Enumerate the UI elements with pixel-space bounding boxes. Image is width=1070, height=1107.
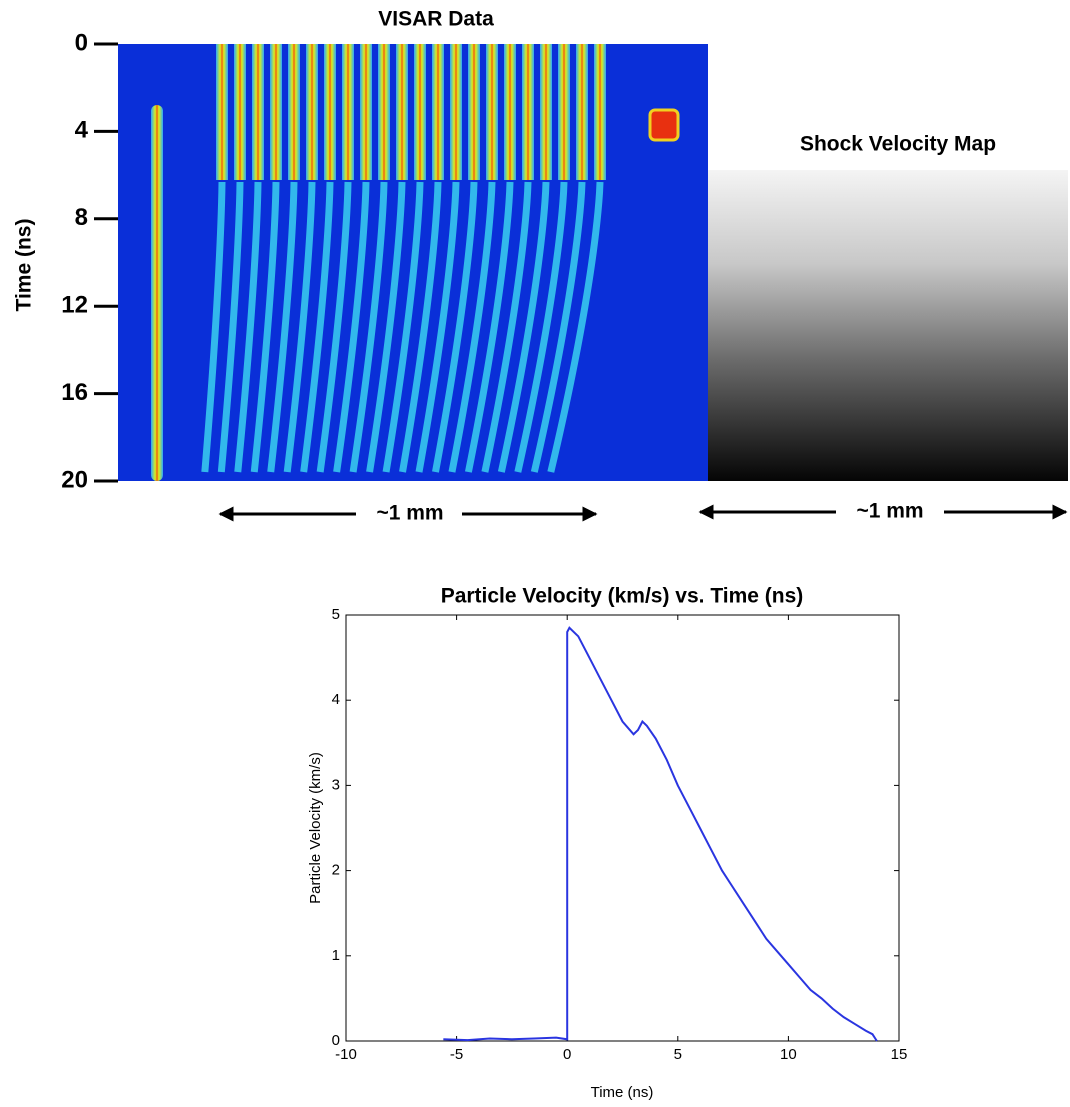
fringe <box>300 181 334 473</box>
fringe <box>558 44 570 180</box>
fringe <box>378 44 390 180</box>
fringe <box>234 44 246 180</box>
x-tick-label: 15 <box>891 1046 908 1063</box>
fringe <box>201 181 226 473</box>
y-axis-label: Particle Velocity (km/s) <box>307 752 324 904</box>
fringe <box>267 181 298 473</box>
fringe <box>333 181 370 473</box>
fringe <box>234 181 262 473</box>
fringe <box>468 44 480 180</box>
x-tick-label: 10 <box>780 1046 797 1063</box>
spot <box>648 108 680 142</box>
x-tick-label: -10 <box>335 1046 357 1063</box>
visar-title: VISAR Data <box>378 8 494 31</box>
fringe <box>288 44 300 180</box>
fringe <box>450 44 462 180</box>
fringe <box>594 44 606 180</box>
y-tick-label: 3 <box>332 776 340 793</box>
y-tick-label: 12 <box>61 292 88 319</box>
scale-label: ~1 mm <box>376 502 443 525</box>
fringe <box>576 44 588 180</box>
fringe <box>399 181 442 473</box>
fringe <box>216 44 228 180</box>
y-tick-label: 4 <box>75 117 89 144</box>
fringe <box>432 44 444 180</box>
fringe <box>547 181 604 473</box>
fringe <box>324 44 336 180</box>
y-tick-label: 4 <box>332 691 340 708</box>
fringe <box>283 181 316 473</box>
x-tick-label: 5 <box>674 1046 682 1063</box>
fringe <box>306 44 318 180</box>
fringe <box>382 181 424 473</box>
fringe <box>217 181 244 473</box>
fringe <box>497 181 550 473</box>
fringe <box>342 44 354 180</box>
plot-frame <box>345 614 900 1042</box>
fringe <box>396 44 408 180</box>
y-tick-label: 2 <box>332 862 340 879</box>
y-tick-label: 0 <box>75 29 88 56</box>
y-tick-label: 16 <box>61 379 88 406</box>
fringe <box>514 181 568 473</box>
fringe <box>316 181 352 473</box>
fringe <box>151 105 163 481</box>
fringe <box>415 181 460 473</box>
scale-label: ~1 mm <box>856 500 923 523</box>
shock-title: Shock Velocity Map <box>800 133 996 156</box>
fringe <box>540 44 552 180</box>
y-tick-label: 0 <box>332 1032 340 1049</box>
fringe <box>432 181 478 473</box>
fringe <box>270 44 282 180</box>
fringe <box>530 181 586 473</box>
fringe <box>252 44 264 180</box>
fringe <box>366 181 406 473</box>
data-line <box>443 626 878 1042</box>
y-tick-label: 1 <box>332 947 340 964</box>
shock-map <box>708 170 1068 481</box>
fringe <box>349 181 388 473</box>
x-axis-label: Time (ns) <box>591 1084 654 1101</box>
y-tick-label: 8 <box>75 204 88 231</box>
y-tick-label: 5 <box>332 606 340 623</box>
fringe <box>448 181 496 473</box>
fringe <box>522 44 534 180</box>
fringe <box>414 44 426 180</box>
visar-image <box>118 44 708 481</box>
x-tick-label: 0 <box>563 1046 571 1063</box>
fringe <box>464 181 514 473</box>
x-tick-label: -5 <box>450 1046 463 1063</box>
y-tick-label: 20 <box>61 466 88 493</box>
fringe <box>360 44 372 180</box>
y-axis-label: Time (ns) <box>13 219 36 312</box>
fringe <box>504 44 516 180</box>
fringe <box>486 44 498 180</box>
fringe <box>481 181 532 473</box>
fringe <box>250 181 280 473</box>
line-title: Particle Velocity (km/s) vs. Time (ns) <box>441 585 804 608</box>
